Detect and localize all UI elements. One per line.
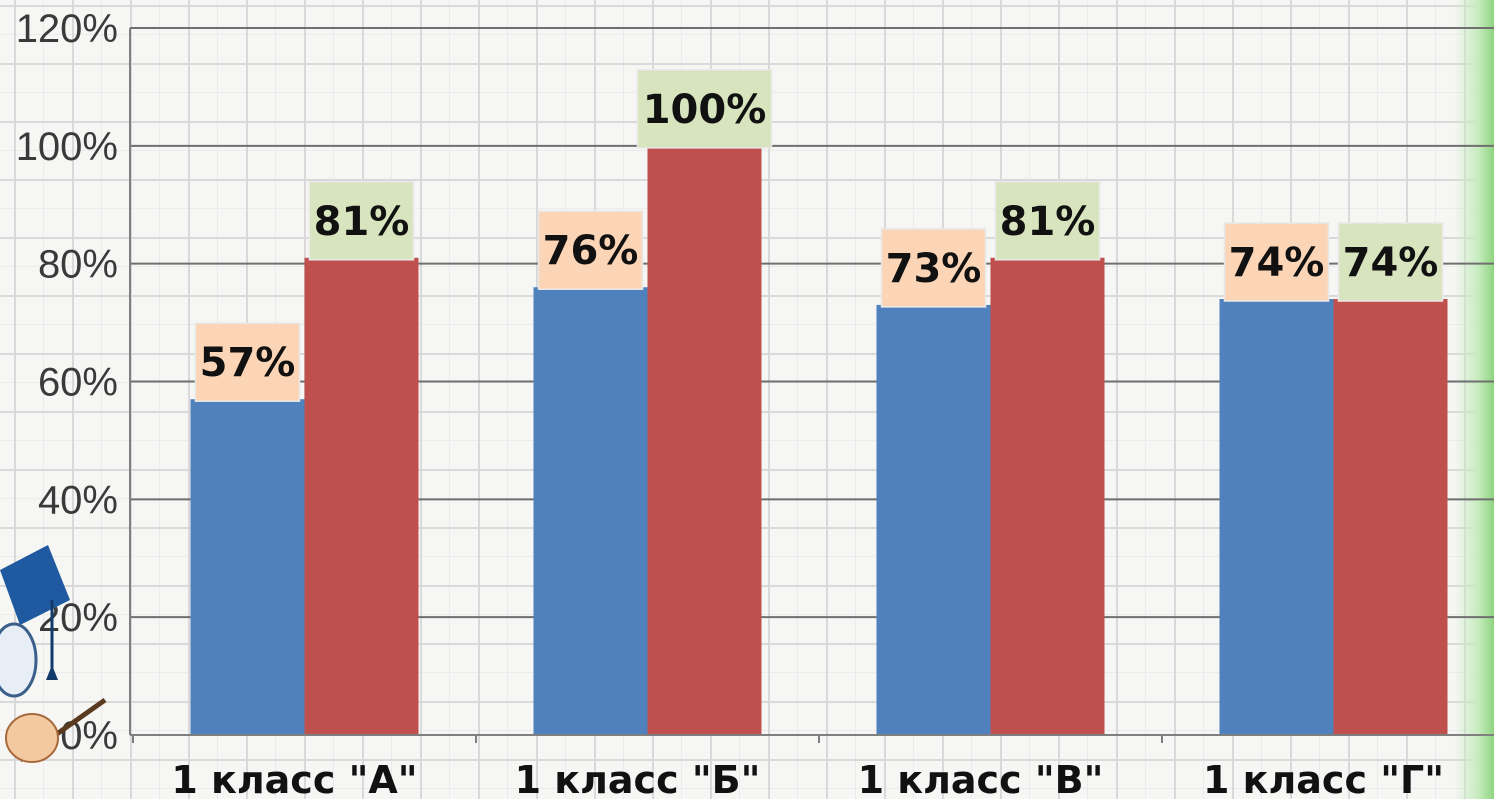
- bar: [1219, 299, 1334, 735]
- y-tick-label: 120%: [16, 7, 118, 51]
- data-label-box: [537, 210, 644, 290]
- data-label-box: [994, 181, 1101, 261]
- mascot-decoration: [0, 545, 107, 763]
- bar: [990, 257, 1105, 735]
- tassel-end-shape: [46, 665, 58, 680]
- y-tick-label: 0%: [60, 714, 118, 758]
- bar: [647, 145, 762, 736]
- data-label-box: [194, 322, 301, 402]
- mascot-hand-shape: [5, 713, 59, 763]
- data-label: 74%: [1229, 240, 1325, 286]
- category-label: 1 класс "В": [858, 758, 1104, 799]
- data-label: 76%: [543, 228, 639, 274]
- data-label: 73%: [886, 246, 982, 292]
- bar: [1333, 299, 1448, 735]
- y-tick-label: 80%: [38, 243, 118, 287]
- category-labels: 1 класс "А" 1 класс "Б" 1 класс "В" 1 класс…: [171, 758, 1444, 799]
- category-label: 1 класс "Г": [1203, 758, 1444, 799]
- data-label: 100%: [643, 87, 767, 133]
- y-tick-label: 60%: [38, 361, 118, 405]
- data-label: 74%: [1343, 240, 1439, 286]
- data-label-box: [1337, 222, 1444, 302]
- data-label-box: [636, 69, 773, 149]
- bar: [533, 287, 648, 735]
- data-label-box: [880, 228, 987, 308]
- data-label-box: [1223, 222, 1330, 302]
- bar: [304, 257, 419, 735]
- green-side-decoration: [1454, 0, 1494, 799]
- data-label: 81%: [1000, 199, 1096, 245]
- y-tick-label: 100%: [16, 125, 118, 169]
- bar: [876, 304, 991, 735]
- bars: [190, 145, 1448, 736]
- axes: [129, 28, 1494, 743]
- y-tick-label: 40%: [38, 478, 118, 522]
- category-label: 1 класс "А": [171, 758, 417, 799]
- category-label: 1 класс "Б": [515, 758, 761, 799]
- data-labels: 57% 81% 76% 100% 73% 81% 74% 74%: [194, 69, 1444, 402]
- data-label: 57%: [200, 340, 296, 386]
- data-label: 81%: [314, 199, 410, 245]
- bar: [190, 399, 305, 735]
- mascot-head-shape: [0, 622, 38, 698]
- data-label-box: [308, 181, 415, 261]
